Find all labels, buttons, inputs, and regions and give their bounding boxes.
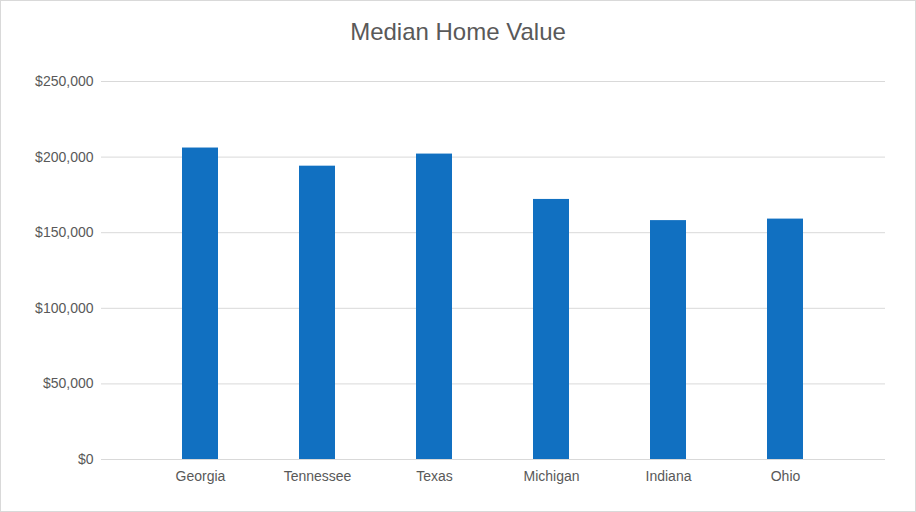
svg-text:$0: $0 — [78, 451, 94, 467]
svg-text:$100,000: $100,000 — [35, 300, 94, 316]
svg-text:$200,000: $200,000 — [35, 149, 94, 165]
svg-text:Texas: Texas — [416, 468, 453, 484]
svg-text:$150,000: $150,000 — [35, 224, 94, 240]
svg-text:Ohio: Ohio — [771, 468, 801, 484]
html-text:Median Home Value: Median Home Value — [350, 18, 566, 45]
svg-text:$250,000: $250,000 — [35, 73, 94, 89]
svg-text:Tennessee: Tennessee — [284, 468, 352, 484]
svg-text:Indiana: Indiana — [646, 468, 692, 484]
svg-text:$50,000: $50,000 — [43, 375, 94, 391]
svg-text:Georgia: Georgia — [176, 468, 226, 484]
svg-text:Michigan: Michigan — [523, 468, 579, 484]
